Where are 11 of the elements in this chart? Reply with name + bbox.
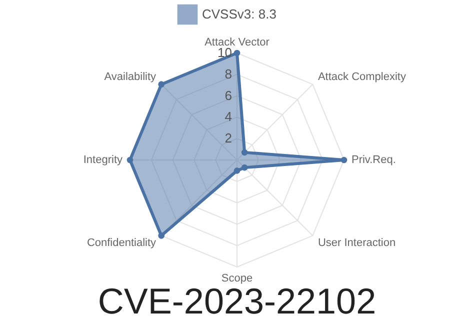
spoke-label: User Interaction	[318, 237, 396, 250]
y-tick-label: 6	[224, 88, 232, 103]
y-tick-label: 2	[224, 130, 232, 146]
spoke-label: Confidentiality	[86, 237, 157, 250]
spoke-label: Priv.Req.	[351, 154, 396, 166]
spoke-label: Integrity	[83, 154, 123, 166]
spoke-label: Availability	[104, 70, 157, 83]
y-tick-label: 8	[224, 66, 232, 82]
spoke-label: Attack Complexity	[318, 70, 406, 83]
y-tick-label: 4	[224, 109, 232, 124]
legend-label: CVSSv3: 8.3	[202, 6, 276, 22]
